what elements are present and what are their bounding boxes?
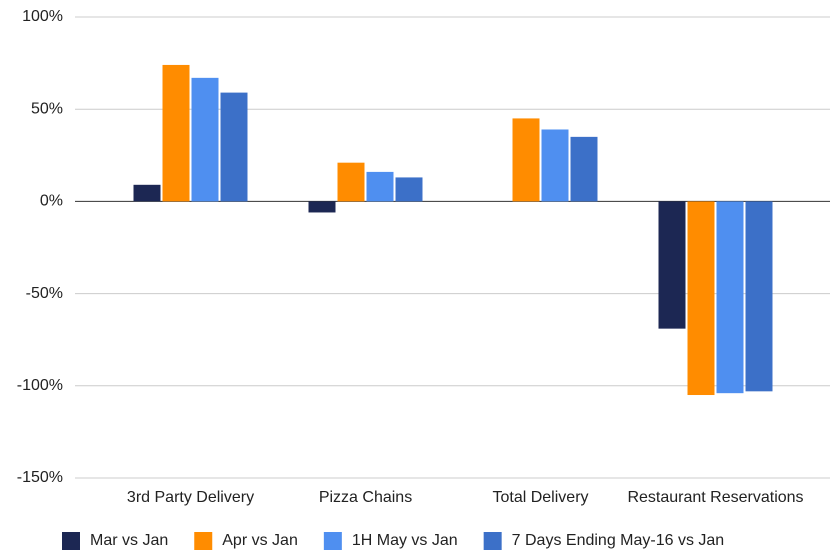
- bar: [337, 162, 365, 202]
- bar: [658, 201, 686, 329]
- legend-label: 7 Days Ending May-16 vs Jan: [512, 532, 725, 549]
- bar: [745, 201, 773, 392]
- y-tick-label: 50%: [31, 100, 63, 117]
- legend-label: 1H May vs Jan: [352, 532, 458, 549]
- legend-label: Mar vs Jan: [90, 532, 168, 549]
- y-tick-label: -100%: [17, 377, 63, 394]
- legend-label: Apr vs Jan: [222, 532, 298, 549]
- legend-swatch: [62, 532, 80, 550]
- bar: [133, 184, 161, 202]
- bar: [366, 171, 394, 202]
- legend-swatch: [323, 532, 342, 550]
- x-tick-label: Restaurant Reservations: [627, 489, 803, 506]
- x-tick-label: Pizza Chains: [319, 489, 412, 506]
- bar: [570, 136, 598, 202]
- bar: [541, 129, 569, 202]
- y-tick-label: -50%: [26, 285, 63, 302]
- bar: [308, 201, 336, 213]
- bar: [191, 77, 219, 202]
- y-tick-label: -150%: [17, 469, 63, 486]
- bar: [512, 118, 540, 202]
- bar: [716, 201, 744, 394]
- legend-swatch: [194, 532, 213, 550]
- legend-swatch: [483, 532, 502, 550]
- x-tick-label: 3rd Party Delivery: [127, 489, 254, 506]
- x-tick-label: Total Delivery: [492, 489, 588, 506]
- bar: [687, 201, 715, 396]
- bar: [162, 64, 190, 202]
- y-tick-label: 0%: [40, 193, 63, 210]
- bar: [220, 92, 248, 202]
- y-tick-label: 100%: [22, 8, 63, 25]
- bar: [395, 177, 423, 202]
